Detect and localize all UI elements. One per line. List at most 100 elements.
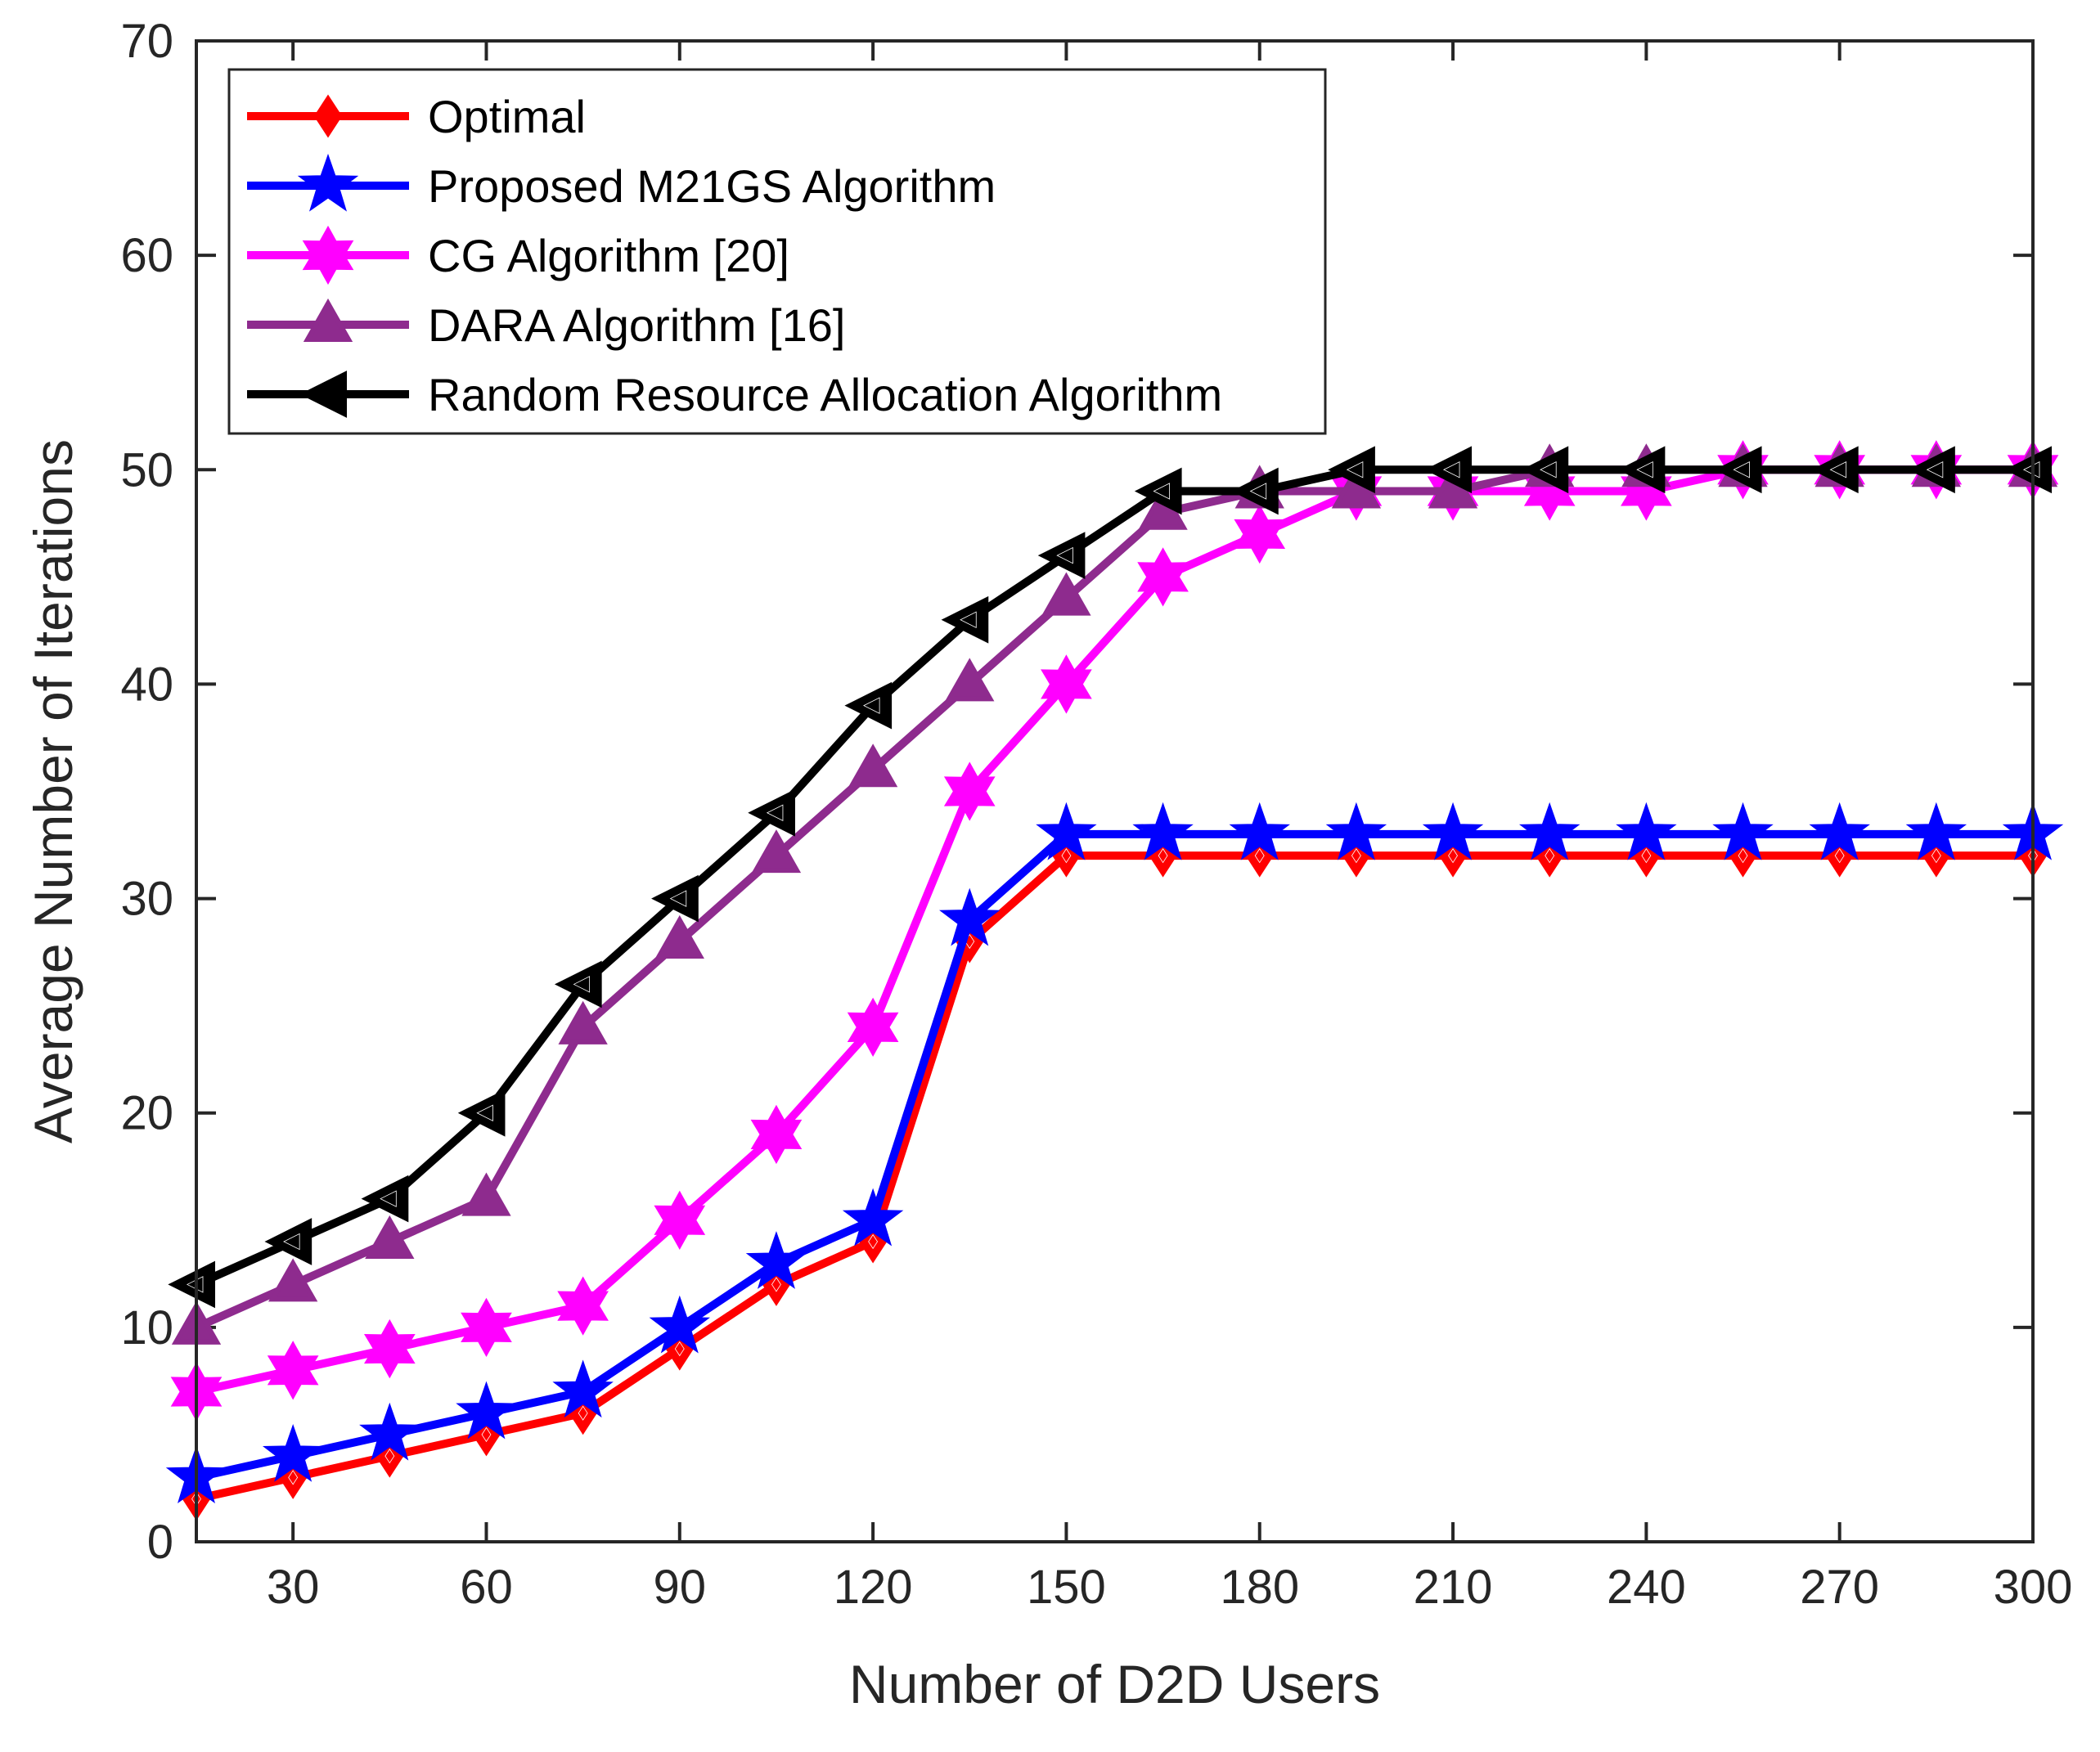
- data-point-marker: [844, 681, 893, 730]
- data-point-marker: [842, 1188, 904, 1247]
- data-point-marker: [748, 788, 795, 837]
- data-point-marker-inner: [771, 1277, 781, 1292]
- data-point-marker-inner: [1738, 848, 1748, 864]
- data-point-marker: [945, 658, 995, 702]
- data-point-marker: [943, 761, 996, 821]
- data-point-marker: [1518, 802, 1581, 860]
- data-point-marker: [649, 1295, 711, 1354]
- data-point-marker-inner: [1351, 848, 1361, 864]
- y-axis-title: Average Number of Iterations: [23, 439, 83, 1143]
- series-3: [171, 443, 2058, 1345]
- data-point-marker-inner: [283, 1233, 300, 1251]
- y-tick-label: 10: [120, 1301, 173, 1354]
- data-point-marker: [1905, 802, 1967, 860]
- series-1: [165, 802, 2064, 1504]
- data-point-marker-inner: [1056, 546, 1073, 564]
- data-point-marker: [1328, 446, 1375, 494]
- data-point-marker-inner: [1249, 483, 1267, 500]
- data-point-marker: [651, 874, 699, 923]
- legend-label: Proposed M21GS Algorithm: [428, 160, 996, 212]
- data-point-marker: [1234, 504, 1286, 564]
- legend-entry: Random Resource Allocation Algorithm: [247, 369, 1222, 420]
- data-point-marker: [1134, 467, 1182, 515]
- data-point-marker: [1325, 802, 1387, 860]
- data-point-marker: [1908, 446, 1955, 494]
- data-point-marker: [1714, 446, 1762, 494]
- y-tick-label: 0: [147, 1516, 173, 1569]
- data-point-marker: [552, 1359, 614, 1418]
- data-point-marker: [1231, 467, 1279, 515]
- data-point-marker-inner: [868, 1233, 879, 1250]
- y-tick-label: 50: [120, 443, 173, 496]
- axis-ticks: 30 60 90 120 150 180 210 240 270 300 0 10 20 30 40 50 60…: [120, 15, 2072, 1614]
- data-point-marker-inner: [1636, 461, 1653, 478]
- data-point-marker: [1036, 802, 1097, 860]
- data-point-marker-inner: [476, 1104, 493, 1121]
- data-point-marker-inner: [1158, 848, 1168, 864]
- data-point-marker: [457, 1089, 506, 1137]
- data-point-marker: [1616, 802, 1677, 860]
- data-point-marker: [1809, 802, 1870, 860]
- data-point-marker: [1041, 572, 1091, 616]
- data-point-marker: [363, 1318, 416, 1379]
- x-tick-label: 240: [1607, 1561, 1686, 1614]
- legend: Optimal Proposed M21GS Algorithm CG Algori…: [227, 68, 1327, 435]
- legend-marker: [299, 371, 347, 418]
- data-point-marker-inner: [1540, 461, 1557, 478]
- data-point-marker: [1041, 654, 1092, 714]
- data-point-marker-inner: [1733, 461, 1750, 478]
- data-point-marker-inner: [1834, 848, 1845, 864]
- data-point-marker-inner: [1926, 461, 1944, 478]
- x-tick-label: 150: [1027, 1561, 1106, 1614]
- data-series: [165, 440, 2064, 1521]
- x-tick-label: 300: [1994, 1561, 2073, 1614]
- data-point-marker-inner: [481, 1426, 492, 1443]
- y-tick-label: 40: [120, 658, 173, 711]
- x-tick-label: 270: [1800, 1561, 1879, 1614]
- data-point-marker-inner: [288, 1470, 299, 1485]
- x-tick-label: 210: [1414, 1561, 1493, 1614]
- data-point-marker-inner: [1448, 848, 1458, 864]
- legend-marker: [302, 225, 354, 285]
- data-point-marker: [750, 1104, 803, 1165]
- data-point-marker: [1037, 532, 1086, 579]
- x-tick-label: 180: [1220, 1561, 1299, 1614]
- y-tick-label: 60: [120, 229, 173, 282]
- data-point-marker: [654, 1190, 706, 1250]
- x-tick-label: 30: [267, 1561, 320, 1614]
- legend-entry: CG Algorithm [20]: [247, 225, 789, 285]
- data-point-marker: [365, 1215, 415, 1259]
- series-4: [168, 446, 2052, 1309]
- legend-label: Optimal: [428, 91, 586, 142]
- x-tick-label: 60: [460, 1561, 513, 1614]
- y-tick-label: 70: [120, 15, 173, 68]
- data-point-marker-inner: [578, 1405, 588, 1421]
- data-point-marker: [1617, 446, 1666, 494]
- legend-marker: [303, 298, 353, 342]
- legend-entry: Proposed M21GS Algorithm: [247, 153, 996, 212]
- data-point-marker: [554, 960, 602, 1009]
- y-tick-label: 30: [120, 873, 173, 926]
- data-point-marker: [751, 829, 802, 874]
- data-point-marker-inner: [960, 611, 977, 629]
- legend-label: Random Resource Allocation Algorithm: [428, 369, 1222, 420]
- data-point-marker: [941, 595, 989, 644]
- data-point-marker-inner: [1346, 461, 1364, 478]
- data-point-marker-inner: [1061, 848, 1072, 864]
- data-point-marker: [1424, 446, 1473, 494]
- data-point-marker: [557, 1276, 609, 1336]
- legend-marker: [313, 94, 343, 138]
- data-point-marker: [361, 1175, 409, 1223]
- legend-label: CG Algorithm [20]: [428, 230, 789, 281]
- data-point-marker: [2004, 446, 2052, 494]
- data-point-marker-inner: [1153, 483, 1170, 500]
- data-point-marker: [1229, 802, 1290, 860]
- data-point-marker: [461, 1297, 512, 1358]
- legend-box: [227, 68, 1327, 435]
- data-point-marker-inner: [1931, 848, 1941, 864]
- data-point-marker: [1137, 547, 1189, 607]
- data-point-marker: [1712, 802, 1774, 860]
- data-point-marker-inner: [674, 1341, 685, 1357]
- plot-area-frame: [195, 39, 2035, 1543]
